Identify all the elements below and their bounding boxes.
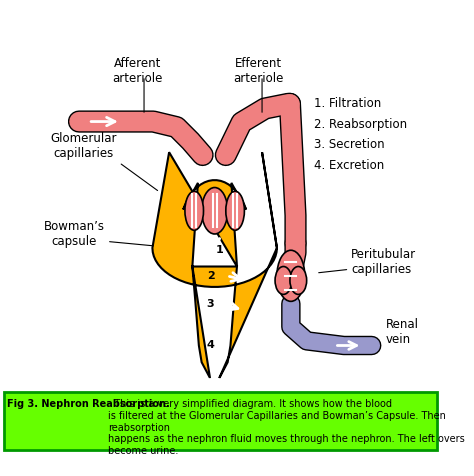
Ellipse shape [290,267,307,294]
Text: 3. Secretion: 3. Secretion [314,139,385,151]
Ellipse shape [185,191,203,230]
Text: Bowman’s
capsule: Bowman’s capsule [44,220,105,248]
Text: Peritubular
capillaries: Peritubular capillaries [351,248,416,276]
Text: Excretion = Filtration – Reabsorption + Secretion: Excretion = Filtration – Reabsorption + … [75,429,365,442]
Text: 2. Reabsorption: 2. Reabsorption [314,118,407,131]
Text: Urinary excretion: Urinary excretion [161,410,269,424]
Text: 3: 3 [206,298,214,308]
Ellipse shape [226,191,245,230]
Text: This is a very simplified diagram. It shows how the blood
is filtered at the Glo: This is a very simplified diagram. It sh… [108,399,465,456]
Text: Fig 3. Nephron Reabsorption.: Fig 3. Nephron Reabsorption. [8,399,170,409]
Text: Efferent
arteriole: Efferent arteriole [233,58,283,85]
Text: Renal
vein: Renal vein [386,317,419,346]
Text: Glomerular
capillaries: Glomerular capillaries [50,132,117,160]
Text: 1. Filtration: 1. Filtration [314,98,382,110]
FancyBboxPatch shape [4,392,437,449]
Ellipse shape [277,250,305,301]
Ellipse shape [275,267,292,294]
Polygon shape [153,152,277,378]
Ellipse shape [201,188,228,234]
Text: 4: 4 [206,340,214,350]
Text: Afferent
arteriole: Afferent arteriole [112,58,163,85]
Text: 1: 1 [215,245,223,255]
Text: 2: 2 [207,271,215,281]
Text: 4. Excretion: 4. Excretion [314,159,384,172]
